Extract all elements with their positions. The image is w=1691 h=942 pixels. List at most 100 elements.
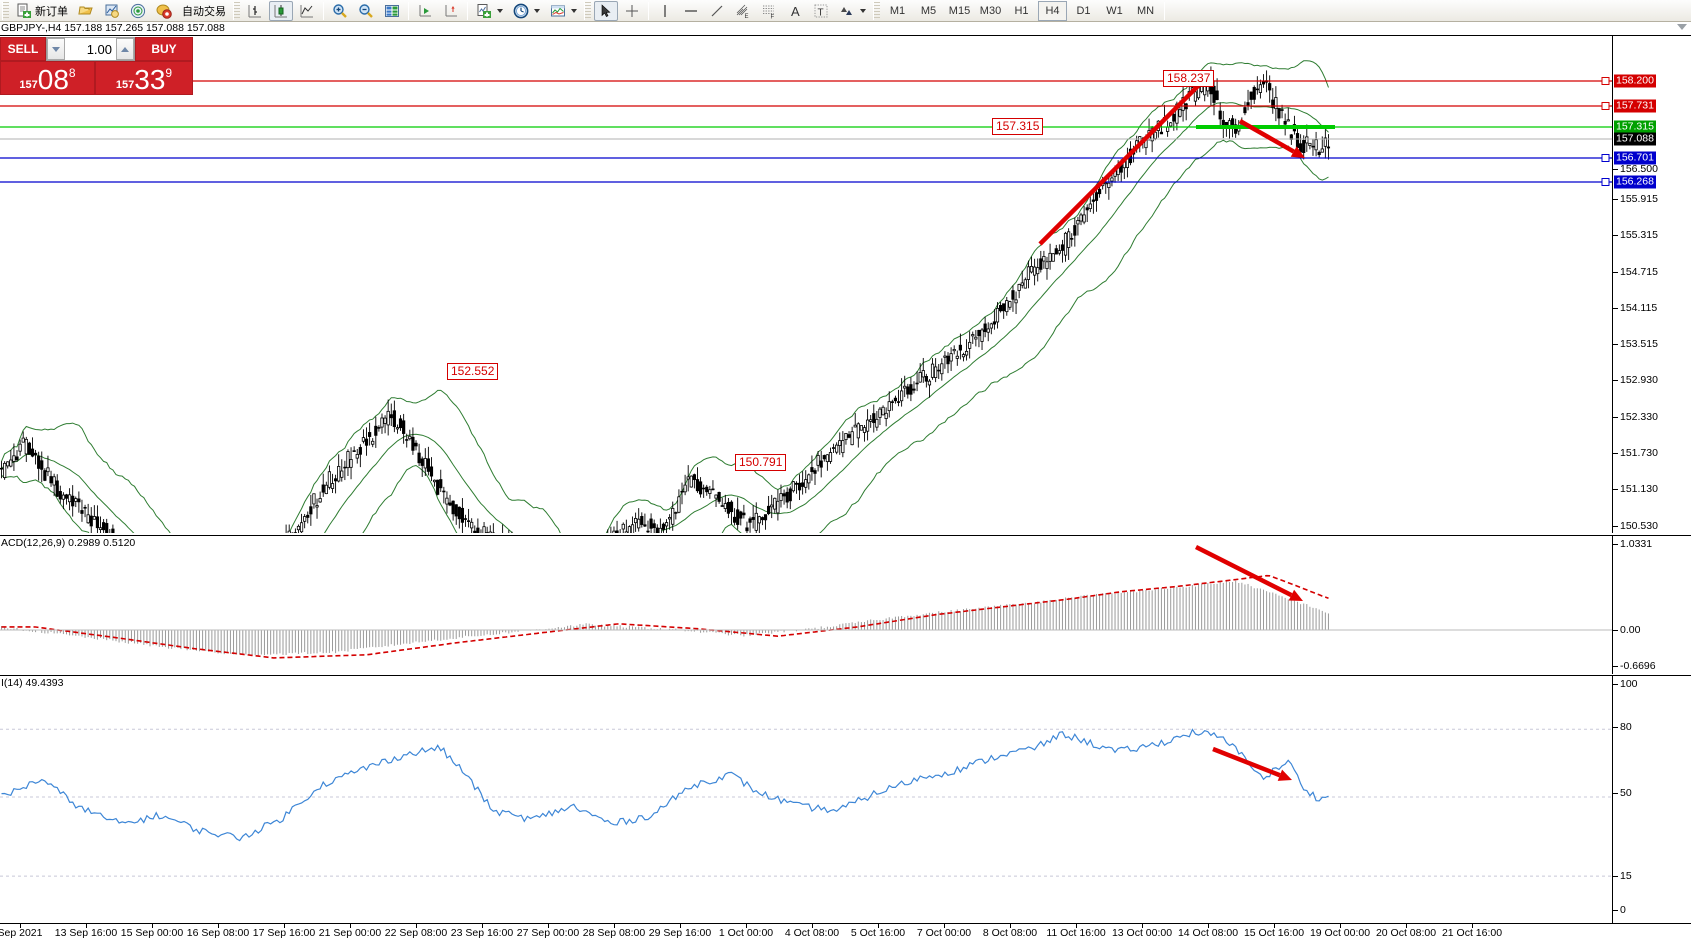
volume-stepper[interactable]: 1.00 [46, 37, 135, 61]
open-profile-button[interactable] [74, 1, 98, 21]
chevron-down-icon-templates[interactable] [571, 8, 577, 13]
bollinger-band-middle [1, 102, 1329, 533]
rsi-down-arrow[interactable] [1212, 746, 1281, 778]
sell-button[interactable]: SELL [0, 37, 46, 61]
rsi-pane[interactable]: I(14) 49.4393 100 80 50 15 0 [0, 675, 1691, 923]
navigator-button[interactable] [152, 1, 176, 21]
zoom-in-button[interactable] [328, 1, 352, 21]
chart-scroll-indicator[interactable] [1612, 22, 1691, 35]
timeframe-w1[interactable]: W1 [1106, 4, 1123, 17]
auto-scroll-button[interactable] [413, 1, 437, 21]
sell-price-display[interactable]: 157 08 8 [0, 61, 95, 95]
volume-input[interactable]: 1.00 [86, 41, 112, 57]
period-button[interactable] [509, 1, 544, 21]
fibonacci-button[interactable]: F [757, 1, 781, 21]
autotrading-button[interactable]: 自动交易 [178, 1, 230, 21]
crosshair-button[interactable] [620, 1, 644, 21]
indicators-button[interactable] [472, 1, 507, 21]
level-handle-resistance-2[interactable] [1601, 102, 1610, 110]
sell-price-main: 08 [37, 64, 69, 95]
svg-text:T: T [818, 7, 824, 18]
toolbar-grip[interactable] [2, 1, 9, 20]
profiles-button[interactable] [100, 1, 124, 21]
horizontal-line-button[interactable] [679, 1, 703, 21]
price-tag-157-088[interactable]: 157.088 [1614, 132, 1656, 146]
scroll-down-arrow-icon[interactable] [1677, 24, 1687, 30]
rsi-tick [1613, 910, 1618, 911]
chart-shift-button[interactable] [439, 1, 463, 21]
new-order-button[interactable]: 新订单 [12, 1, 72, 21]
rsi-tick-label: 50 [1620, 787, 1632, 799]
macd-label: ACD(12,26,9) 0.2989 0.5120 [1, 537, 136, 549]
time-tick-label: 27 Sep 00:00 [516, 927, 580, 939]
buy-price-fraction: 9 [165, 66, 173, 80]
line-chart-button[interactable] [295, 1, 319, 21]
macd-tick [1613, 630, 1618, 631]
trendline-button[interactable] [705, 1, 729, 21]
price-tag-158-200[interactable]: 158.200 [1614, 74, 1656, 88]
timeframe-h1[interactable]: H1 [1014, 4, 1029, 17]
timeframe-m1[interactable]: M1 [889, 4, 906, 17]
candlestick-chart-button[interactable] [269, 0, 293, 21]
timeframe-m15[interactable]: M15 [948, 4, 971, 17]
shapes-button[interactable] [835, 1, 870, 21]
equidistant-channel-button[interactable]: E [731, 1, 755, 21]
macd-pane[interactable]: ACD(12,26,9) 0.2989 0.5120 1.0331 0.00 -0.… [0, 535, 1691, 674]
text-label-button[interactable]: T [809, 1, 833, 21]
rsi-tick [1613, 793, 1618, 794]
toolbar-grip-4[interactable] [873, 1, 880, 20]
annotation-158-237[interactable]: 158.237 [1163, 70, 1215, 87]
volume-decrease-button[interactable] [47, 38, 65, 60]
price-tag-157-315[interactable]: 157.315 [1614, 120, 1656, 134]
macd-plot-area[interactable] [0, 536, 1612, 674]
price-tick [1613, 380, 1618, 381]
uptrend-arrow[interactable] [1038, 78, 1206, 246]
rsi-plot-area[interactable] [0, 676, 1612, 923]
timeframe-h4[interactable]: H4 [1038, 0, 1067, 21]
cursor-button[interactable] [594, 0, 618, 21]
templates-button[interactable] [546, 1, 581, 21]
macd-tick-label: -0.6696 [1620, 660, 1656, 672]
macd-down-arrow[interactable] [1194, 544, 1293, 598]
downtrend-arrow[interactable] [1238, 119, 1295, 154]
timeframe-mn[interactable]: MN [1136, 4, 1155, 17]
volume-increase-button[interactable] [116, 38, 134, 60]
toolbar-separator-5 [1164, 1, 1165, 20]
time-tick-label: Sep 2021 [0, 927, 43, 939]
time-tick [86, 924, 87, 928]
market-watch-button[interactable] [126, 1, 150, 21]
chevron-down-icon-period[interactable] [534, 8, 540, 13]
price-tag-156-268[interactable]: 156.268 [1614, 175, 1656, 189]
timeframe-d1[interactable]: D1 [1076, 4, 1091, 17]
data-window-button[interactable] [380, 1, 404, 21]
time-tick-label: 15 Oct 16:00 [1243, 927, 1305, 939]
level-handle-support-blue-1[interactable] [1601, 154, 1610, 162]
price-scale[interactable]: 158.200 157.731 157.315 157.088 156.701 156.5… [1612, 36, 1691, 640]
chevron-down-icon-shapes[interactable] [860, 8, 866, 13]
bar-chart-button[interactable] [243, 1, 267, 21]
time-axis[interactable]: Sep 2021 13 Sep 16:00 15 Sep 00:00 16 Sep 0… [0, 923, 1691, 942]
zoom-out-button[interactable] [354, 1, 378, 21]
toolbar-grip-2[interactable] [233, 1, 240, 20]
annotation-150-791[interactable]: 150.791 [735, 454, 787, 471]
text-icon: A [787, 3, 803, 19]
timeframe-m30[interactable]: M30 [979, 4, 1002, 17]
chevron-down-icon[interactable] [497, 8, 503, 13]
vertical-line-button[interactable] [653, 1, 677, 21]
time-tick-label: 19 Oct 00:00 [1309, 927, 1371, 939]
price-tick-label: 153.515 [1620, 338, 1658, 350]
buy-button[interactable]: BUY [135, 37, 193, 61]
toolbar-grip-3[interactable] [584, 1, 591, 20]
level-handle-support-blue-2[interactable] [1601, 178, 1610, 186]
price-tag-156-701[interactable]: 156.701 [1614, 151, 1656, 165]
text-button[interactable]: A [783, 1, 807, 21]
level-handle-resistance-1[interactable] [1601, 77, 1610, 85]
annotation-157-315[interactable]: 157.315 [992, 118, 1044, 135]
buy-price-display[interactable]: 157 33 9 [95, 61, 193, 95]
fibonacci-icon: F [761, 3, 777, 19]
annotation-152-552[interactable]: 152.552 [447, 363, 499, 380]
price-tag-157-731[interactable]: 157.731 [1614, 99, 1656, 113]
timeframe-m5[interactable]: M5 [920, 4, 937, 17]
